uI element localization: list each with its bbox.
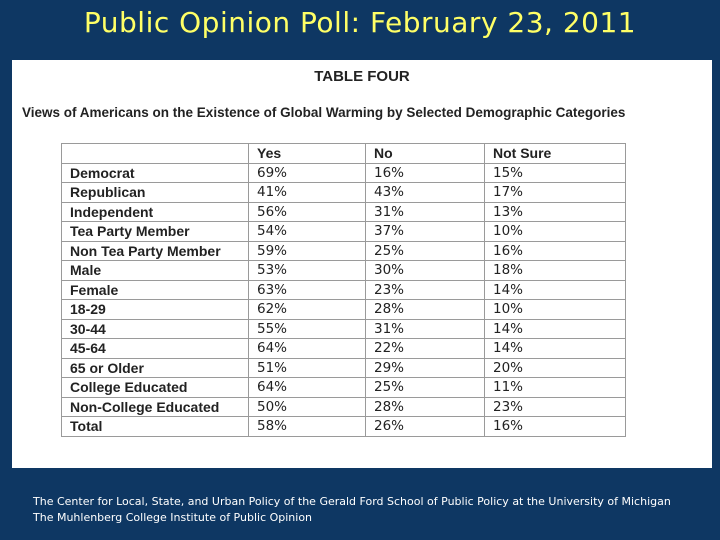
yes-value: 41%	[248, 182, 366, 203]
not-sure-value: 23%	[484, 396, 626, 417]
column-header-category	[61, 143, 249, 164]
row-category: Republican	[61, 182, 249, 203]
no-value: 25%	[365, 377, 485, 398]
no-value: 28%	[365, 299, 485, 320]
row-category: Non Tea Party Member	[61, 240, 249, 261]
table-header-row: Yes No Not Sure	[61, 143, 626, 164]
yes-value: 58%	[248, 416, 366, 437]
row-category: Democrat	[61, 162, 249, 183]
row-category: Non-College Educated	[61, 396, 249, 417]
yes-value: 64%	[248, 377, 366, 398]
table-row: 18-29 62% 28% 10%	[61, 299, 626, 320]
row-category: 30-44	[61, 318, 249, 339]
poll-table: Yes No Not Sure Democrat 69% 16% 15% Republi…	[61, 143, 626, 437]
yes-value: 62%	[248, 299, 366, 320]
not-sure-value: 10%	[484, 221, 626, 242]
not-sure-value: 10%	[484, 299, 626, 320]
not-sure-value: 16%	[484, 240, 626, 261]
row-category: Female	[61, 279, 249, 300]
table-row: Republican 41% 43% 17%	[61, 182, 626, 203]
row-category: 18-29	[61, 299, 249, 320]
row-category: 45-64	[61, 338, 249, 359]
row-category: Male	[61, 260, 249, 281]
yes-value: 69%	[248, 162, 366, 183]
no-value: 23%	[365, 279, 485, 300]
table-row: Democrat 69% 16% 15%	[61, 162, 626, 183]
table-row: Male 53% 30% 18%	[61, 260, 626, 281]
no-value: 30%	[365, 260, 485, 281]
row-category: College Educated	[61, 377, 249, 398]
yes-value: 50%	[248, 396, 366, 417]
table-row: Independent 56% 31% 13%	[61, 201, 626, 222]
table-row: Non-College Educated 50% 28% 23%	[61, 396, 626, 417]
table-row: 30-44 55% 31% 14%	[61, 318, 626, 339]
table-panel: TABLE FOUR Views of Americans on the Exi…	[12, 60, 712, 468]
row-category: Independent	[61, 201, 249, 222]
table-row: Tea Party Member 54% 37% 10%	[61, 221, 626, 242]
yes-value: 63%	[248, 279, 366, 300]
not-sure-value: 14%	[484, 279, 626, 300]
row-category: 65 or Older	[61, 357, 249, 378]
table-row: Female 63% 23% 14%	[61, 279, 626, 300]
yes-value: 64%	[248, 338, 366, 359]
no-value: 22%	[365, 338, 485, 359]
not-sure-value: 15%	[484, 162, 626, 183]
no-value: 31%	[365, 318, 485, 339]
not-sure-value: 14%	[484, 318, 626, 339]
not-sure-value: 13%	[484, 201, 626, 222]
table-heading: TABLE FOUR	[314, 68, 410, 85]
table-row: Total 58% 26% 16%	[61, 416, 626, 437]
row-category: Total	[61, 416, 249, 437]
table-row: 45-64 64% 22% 14%	[61, 338, 626, 359]
column-header-yes: Yes	[248, 143, 366, 164]
yes-value: 56%	[248, 201, 366, 222]
yes-value: 59%	[248, 240, 366, 261]
no-value: 25%	[365, 240, 485, 261]
slide-title: Public Opinion Poll: February 23, 2011	[83, 6, 637, 39]
source-citation: The Center for Local, State, and Urban P…	[33, 495, 671, 524]
column-header-not-sure: Not Sure	[484, 143, 626, 164]
no-value: 26%	[365, 416, 485, 437]
not-sure-value: 18%	[484, 260, 626, 281]
no-value: 31%	[365, 201, 485, 222]
yes-value: 55%	[248, 318, 366, 339]
column-header-no: No	[365, 143, 485, 164]
not-sure-value: 17%	[484, 182, 626, 203]
yes-value: 53%	[248, 260, 366, 281]
no-value: 16%	[365, 162, 485, 183]
table-row: Non Tea Party Member 59% 25% 16%	[61, 240, 626, 261]
yes-value: 51%	[248, 357, 366, 378]
no-value: 28%	[365, 396, 485, 417]
table-subheading: Views of Americans on the Existence of G…	[22, 105, 626, 120]
yes-value: 54%	[248, 221, 366, 242]
table-row: 65 or Older 51% 29% 20%	[61, 357, 626, 378]
row-category: Tea Party Member	[61, 221, 249, 242]
no-value: 29%	[365, 357, 485, 378]
table-row: College Educated 64% 25% 11%	[61, 377, 626, 398]
not-sure-value: 11%	[484, 377, 626, 398]
not-sure-value: 16%	[484, 416, 626, 437]
not-sure-value: 20%	[484, 357, 626, 378]
not-sure-value: 14%	[484, 338, 626, 359]
no-value: 43%	[365, 182, 485, 203]
no-value: 37%	[365, 221, 485, 242]
